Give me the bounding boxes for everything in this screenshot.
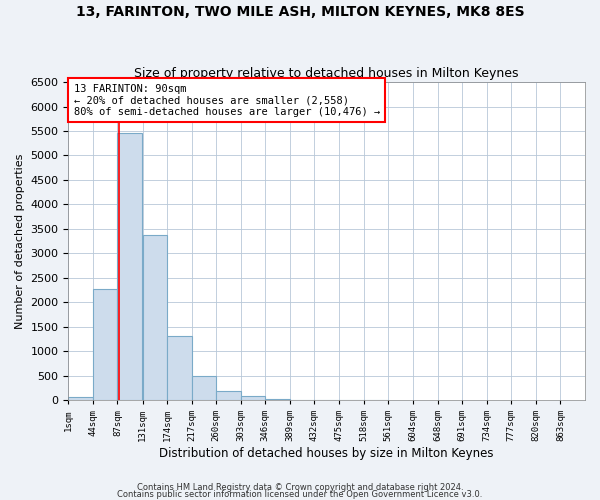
Bar xyxy=(93,288,118,400)
Bar xyxy=(167,336,192,400)
Text: 13, FARINTON, TWO MILE ASH, MILTON KEYNES, MK8 8ES: 13, FARINTON, TWO MILE ASH, MILTON KEYNE… xyxy=(76,5,524,19)
Bar xyxy=(241,396,265,400)
Bar xyxy=(68,398,93,400)
Bar xyxy=(265,398,290,400)
Bar xyxy=(216,390,241,400)
Bar xyxy=(192,376,216,400)
Text: Contains HM Land Registry data © Crown copyright and database right 2024.: Contains HM Land Registry data © Crown c… xyxy=(137,484,463,492)
Title: Size of property relative to detached houses in Milton Keynes: Size of property relative to detached ho… xyxy=(134,66,519,80)
Bar xyxy=(143,234,167,400)
Y-axis label: Number of detached properties: Number of detached properties xyxy=(15,154,25,329)
Text: 13 FARINTON: 90sqm
← 20% of detached houses are smaller (2,558)
80% of semi-deta: 13 FARINTON: 90sqm ← 20% of detached hou… xyxy=(74,84,380,117)
Bar xyxy=(118,133,142,400)
X-axis label: Distribution of detached houses by size in Milton Keynes: Distribution of detached houses by size … xyxy=(160,447,494,460)
Text: Contains public sector information licensed under the Open Government Licence v3: Contains public sector information licen… xyxy=(118,490,482,499)
